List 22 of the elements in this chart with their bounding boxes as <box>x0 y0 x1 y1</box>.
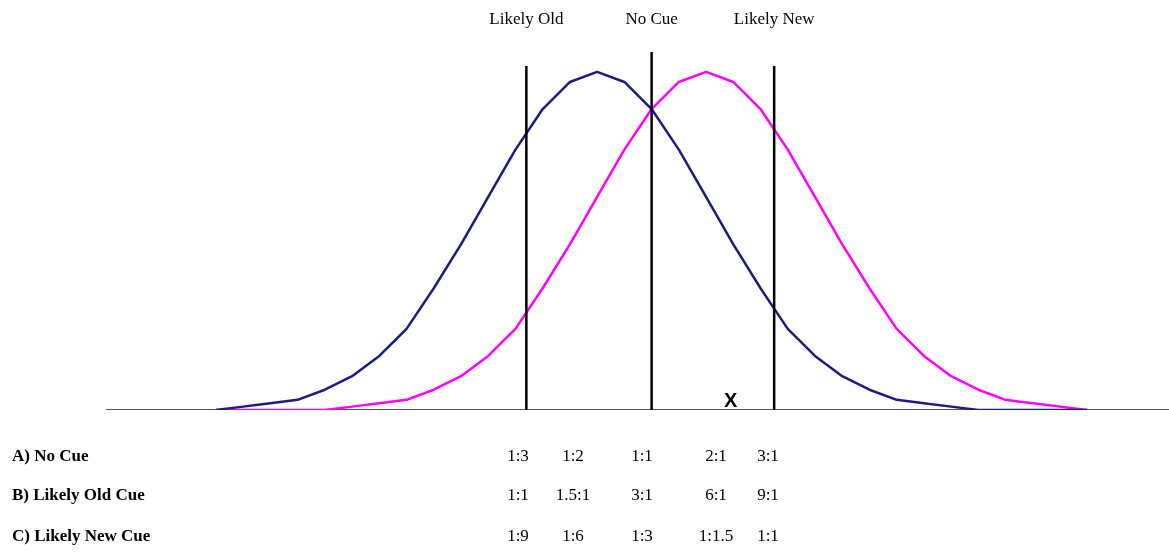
text: Likely New <box>733 9 816 29</box>
text: 1:6 <box>562 526 584 546</box>
text: 1.5:1 <box>555 485 591 505</box>
text: 1:2 <box>562 446 584 466</box>
text: 9:1 <box>757 485 779 505</box>
text: 6:1 <box>705 485 727 505</box>
text: 1:1 <box>757 526 779 546</box>
text: 1:9 <box>507 526 529 546</box>
text: 1:1 <box>631 446 653 466</box>
text: 1:3 <box>507 446 529 466</box>
text: 1:1 <box>507 485 529 505</box>
annotation: X <box>723 388 738 411</box>
text: 3:1 <box>757 446 779 466</box>
text: A) No Cue <box>12 446 89 466</box>
text: 1:3 <box>631 526 653 546</box>
text: 3:1 <box>631 485 653 505</box>
text: 1:1.5 <box>698 526 734 546</box>
text: B) Likely Old Cue <box>12 485 145 505</box>
text: 2:1 <box>705 446 727 466</box>
text: C) Likely New Cue <box>12 526 151 546</box>
text: Likely Old <box>489 9 564 29</box>
text: No Cue <box>625 9 678 29</box>
